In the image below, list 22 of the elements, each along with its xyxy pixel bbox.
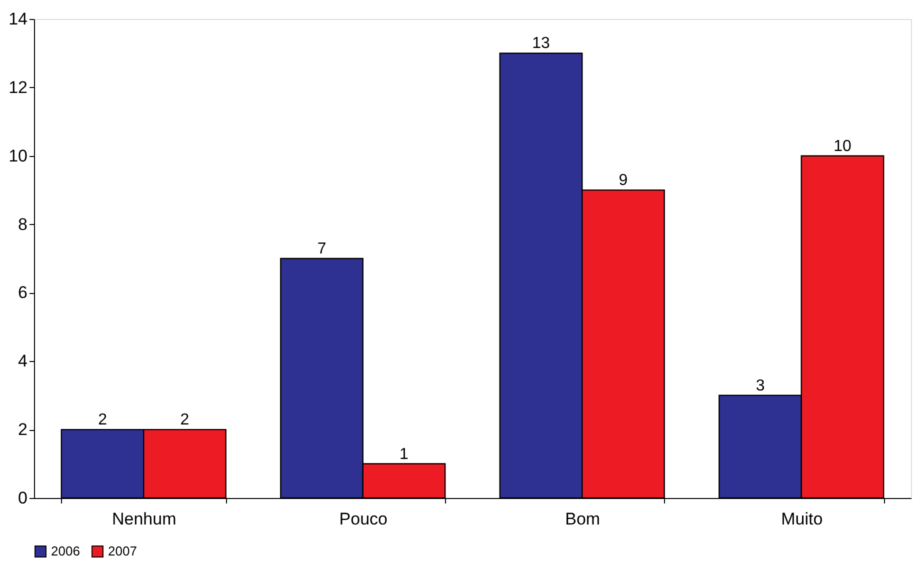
y-tick-label: 14	[8, 10, 28, 28]
data-label: 7	[317, 240, 326, 258]
x-tick-label: Nenhum	[112, 510, 176, 528]
y-tick-label: 0	[18, 488, 28, 508]
y-tick-label: 2	[18, 420, 28, 440]
y-tick-label: 12	[8, 78, 28, 97]
legend-label: 2007	[108, 544, 137, 559]
y-tick-label: 10	[8, 146, 28, 166]
data-label: 13	[532, 35, 550, 52]
legend-label: 2006	[51, 544, 80, 559]
x-tick-label: Muito	[781, 510, 823, 528]
y-tick-label: 6	[18, 283, 28, 302]
data-label: 10	[834, 138, 852, 155]
x-tick-label: Pouco	[339, 510, 388, 528]
data-label: 9	[618, 172, 628, 190]
y-tick-label: 8	[18, 214, 28, 234]
data-label: 2	[98, 412, 108, 429]
x-tick-label: Bom	[565, 510, 600, 528]
data-label: 1	[400, 446, 409, 463]
data-label: 3	[756, 377, 765, 394]
data-label: 2	[180, 412, 190, 429]
y-tick-label: 4	[18, 352, 28, 371]
